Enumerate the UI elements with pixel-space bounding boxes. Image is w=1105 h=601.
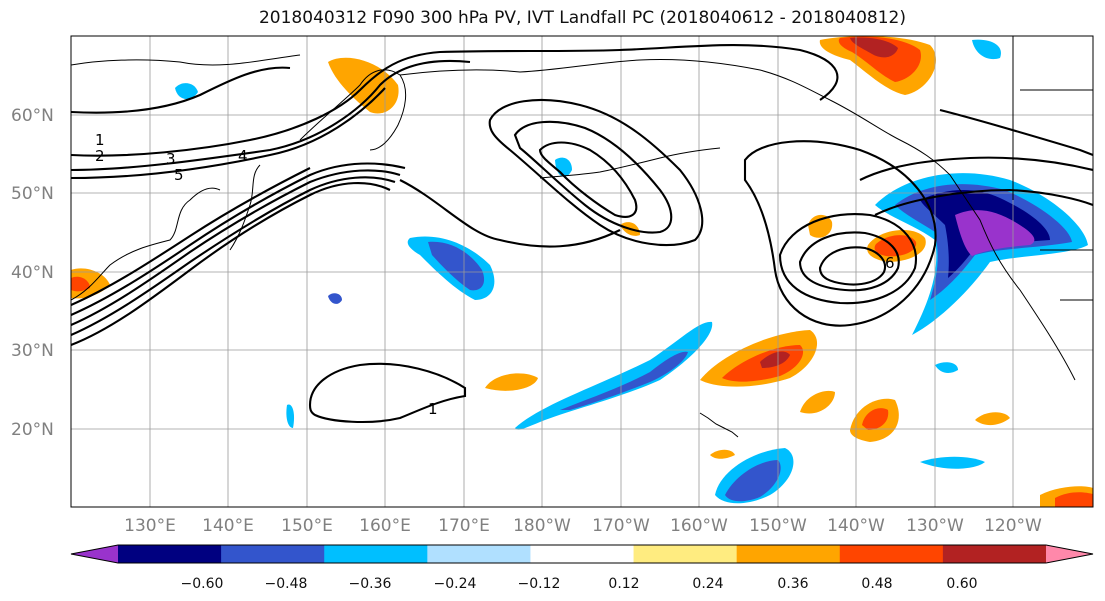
lat-label: 60°N (11, 106, 54, 126)
contour-label: 6 (885, 254, 895, 272)
longitude-labels: 130°E 140°E 150°E 160°E 170°E 180°W 170°… (124, 516, 1042, 536)
colorbar (70, 544, 1094, 564)
map-title: 2018040312 F090 300 hPa PV, IVT Landfall… (258, 8, 906, 28)
colorbar-segment (118, 545, 222, 563)
colorbar-tick-label: −0.12 (518, 576, 561, 592)
colorbar-tick-label: 0.60 (946, 576, 977, 592)
lon-label: 150°W (749, 516, 807, 536)
shading-layer (71, 36, 1093, 507)
lon-label: 130°W (906, 516, 964, 536)
colorbar-segment (427, 545, 531, 563)
contour-labels: 1 2 3 4 5 6 1 (95, 131, 895, 418)
lon-label: 140°E (202, 516, 254, 536)
lon-label: 170°W (592, 516, 650, 536)
lon-label: 170°E (438, 516, 490, 536)
colorbar-tick-label: 0.48 (861, 576, 892, 592)
contour-label: 3 (166, 150, 176, 168)
latitude-labels: 60°N 50°N 40°N 30°N 20°N (11, 106, 54, 440)
coastlines (71, 36, 1093, 438)
colorbar-tick-label: −0.48 (265, 576, 308, 592)
lon-label: 160°W (670, 516, 728, 536)
colorbar-tick-label: 0.12 (608, 576, 639, 592)
colorbar-segment (324, 545, 428, 563)
colorbar-tick-label: 0.24 (692, 576, 723, 592)
map-background (71, 36, 1093, 507)
colorbar-segment (942, 545, 1047, 563)
colorbar-segment (633, 545, 738, 563)
colorbar-segment (530, 545, 635, 563)
colorbar-tick-label: 0.36 (777, 576, 808, 592)
lon-label: 130°E (124, 516, 176, 536)
contour-label: 1 (95, 131, 105, 149)
contour-label: 4 (238, 147, 248, 165)
lon-label: 180°W (513, 516, 571, 536)
colorbar-tick-label: −0.24 (434, 576, 477, 592)
colorbar-tick-labels: −0.60 −0.48 −0.36 −0.24 −0.12 0.12 0.24 … (181, 576, 978, 592)
lat-label: 30°N (11, 341, 54, 361)
pv-contours (71, 44, 1093, 424)
colorbar-extension-max (1046, 545, 1093, 563)
contour-label: 5 (174, 166, 184, 184)
lat-label: 20°N (11, 420, 54, 440)
colorbar-tick-label: −0.60 (181, 576, 224, 592)
lon-label: 160°E (359, 516, 411, 536)
contour-label: 2 (95, 147, 105, 165)
lon-label: 150°E (281, 516, 333, 536)
lat-label: 40°N (11, 263, 54, 283)
lon-label: 140°W (827, 516, 885, 536)
colorbar-tick-label: −0.36 (349, 576, 392, 592)
contour-subtropical-ridge (308, 362, 467, 424)
colorbar-segment (736, 545, 841, 563)
colorbar-segment (221, 545, 325, 563)
colorbar-extension-min (71, 545, 118, 563)
colorbar-outline (70, 544, 1094, 564)
lon-label: 120°W (984, 516, 1042, 536)
contour-label: 1 (428, 400, 438, 418)
map-frame (70, 35, 1094, 508)
lat-label: 50°N (11, 184, 54, 204)
colorbar-segment (839, 545, 944, 563)
neg-anomaly-subtropics (515, 321, 713, 430)
